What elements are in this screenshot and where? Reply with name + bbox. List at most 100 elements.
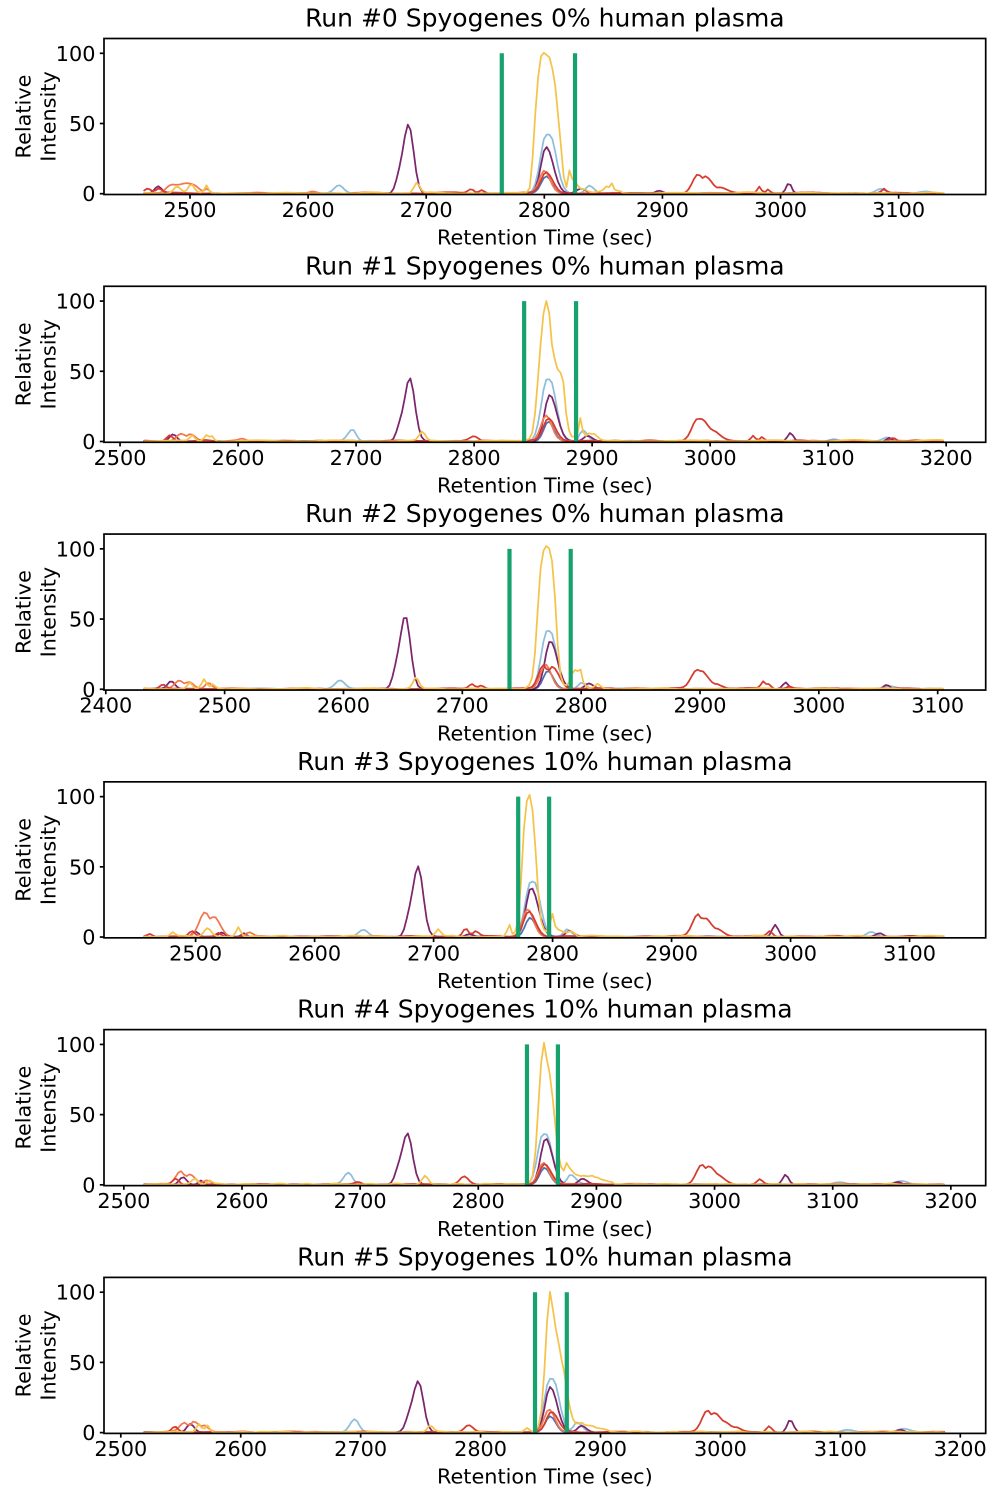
x-tick-label: 2700 (334, 1437, 387, 1461)
y-tick-label: 100 (56, 537, 96, 561)
axes-frame (103, 533, 987, 691)
axes-frame (103, 1276, 987, 1435)
series-line-lightblue (143, 629, 944, 691)
x-tick-label: 3000 (688, 1189, 741, 1213)
x-tick-label: 2800 (452, 1189, 505, 1213)
x-tick-label: 2900 (636, 198, 689, 222)
series-line-purple (143, 123, 945, 195)
x-tick-label: 2700 (334, 1189, 387, 1213)
subplot-title: Run #2 Spyogenes 0% human plasma (305, 499, 785, 528)
y-axis-label-line1: Relative (12, 1066, 36, 1150)
x-tick-label: 2900 (674, 694, 727, 718)
series-line-lightblue (143, 133, 945, 195)
x-tick-label: 2500 (97, 1189, 150, 1213)
series-line-red (143, 1409, 946, 1434)
y-tick-label: 0 (82, 1173, 95, 1197)
x-axis-label: Retention Time (sec) (437, 1465, 653, 1489)
series-line-orange (143, 1408, 946, 1434)
y-tick-label: 50 (69, 1351, 95, 1375)
x-tick-label: 2900 (566, 446, 619, 470)
subplot-title: Run #0 Spyogenes 0% human plasma (305, 4, 785, 33)
subplot-run-5: 2500 2600 2700 2800 2900 3000 3100 3200 0 50 100 Ru… (12, 1242, 987, 1488)
x-tick-label: 2700 (436, 694, 489, 718)
y-tick-label: 50 (69, 608, 95, 632)
x-tick-label: 2900 (570, 1189, 623, 1213)
series-line-gold (143, 545, 944, 691)
y-tick-label: 100 (56, 785, 96, 809)
y-axis-label-line2: Intensity (37, 319, 61, 410)
y-tick-label: 100 (56, 1033, 96, 1057)
x-axis-label: Retention Time (sec) (437, 721, 653, 745)
y-tick-label: 50 (69, 112, 95, 136)
x-axis-label: Retention Time (sec) (437, 473, 653, 497)
x-tick-label: 2800 (526, 941, 579, 965)
y-tick-label: 0 (82, 1421, 95, 1445)
subplot-run-0: 2500 2600 2700 2800 2900 3000 3100 0 50 100 Run #0… (12, 4, 987, 250)
x-tick-label: 2500 (94, 446, 147, 470)
y-tick-label: 100 (56, 1281, 96, 1305)
subplot-title: Run #5 Spyogenes 10% human plasma (297, 1242, 792, 1271)
y-tick-label: 50 (69, 855, 95, 879)
y-axis-label-line1: Relative (12, 75, 36, 159)
x-tick-label: 2800 (448, 446, 501, 470)
y-axis-label-line2: Intensity (37, 1062, 61, 1153)
y-tick-label: 50 (69, 360, 95, 384)
y-axis-label-line1: Relative (12, 322, 36, 406)
axes-frame (103, 285, 987, 444)
series-line-medblue (143, 1166, 945, 1186)
x-tick-label: 2800 (555, 694, 608, 718)
y-axis-label-line2: Intensity (37, 815, 61, 906)
series-line-gold (143, 1041, 945, 1186)
y-tick-label: 0 (82, 926, 95, 950)
series-line-gold (143, 793, 945, 938)
x-axis-label: Retention Time (sec) (437, 969, 653, 993)
series-line-red (143, 171, 945, 195)
x-tick-label: 2500 (94, 1437, 147, 1461)
x-tick-label: 3000 (764, 941, 817, 965)
y-tick-label: 0 (82, 182, 95, 206)
x-tick-label: 3200 (924, 1189, 977, 1213)
y-tick-label: 100 (56, 290, 96, 314)
x-tick-label: 3100 (814, 1437, 867, 1461)
y-tick-label: 100 (56, 42, 96, 66)
x-tick-label: 2600 (282, 198, 335, 222)
subplot-run-4: 2500 2600 2700 2800 2900 3000 3100 3200 0 50 100 Ru… (12, 995, 987, 1241)
x-tick-label: 2600 (317, 694, 370, 718)
y-tick-label: 0 (82, 678, 95, 702)
y-tick-label: 50 (69, 1103, 95, 1127)
x-tick-label: 2900 (645, 941, 698, 965)
x-tick-label: 2700 (400, 198, 453, 222)
subplot-title: Run #3 Spyogenes 10% human plasma (297, 747, 792, 776)
x-tick-label: 2600 (288, 941, 341, 965)
x-tick-label: 2600 (216, 1189, 269, 1213)
x-tick-label: 3100 (872, 198, 925, 222)
x-tick-label: 2500 (198, 694, 251, 718)
series-line-purple (143, 1132, 945, 1186)
series-line-medblue (143, 175, 945, 195)
series-line-gold (143, 1290, 946, 1434)
subplot-title: Run #4 Spyogenes 10% human plasma (297, 995, 792, 1024)
x-tick-label: 3000 (792, 694, 845, 718)
y-axis-label-line2: Intensity (37, 567, 61, 658)
x-tick-label: 3100 (802, 446, 855, 470)
y-axis-label-line1: Relative (12, 818, 36, 902)
y-axis-label-line2: Intensity (37, 71, 61, 162)
x-tick-label: 3200 (920, 446, 973, 470)
y-tick-label: 0 (82, 430, 95, 454)
x-tick-label: 3100 (911, 694, 964, 718)
y-axis-label-line1: Relative (12, 570, 36, 654)
x-tick-label: 3100 (883, 941, 936, 965)
subplot-run-1: 2500 2600 2700 2800 2900 3000 3100 3200 0 50 100 Ru… (12, 251, 987, 497)
x-tick-label: 3200 (934, 1437, 987, 1461)
x-tick-label: 2800 (454, 1437, 507, 1461)
x-tick-label: 2600 (212, 446, 265, 470)
x-tick-label: 3100 (806, 1189, 859, 1213)
series-line-gold (143, 300, 944, 443)
x-tick-label: 2900 (574, 1437, 627, 1461)
subplot-run-3: 2500 2600 2700 2800 2900 3000 3100 0 50 100 Run #3… (12, 747, 987, 993)
x-tick-label: 3000 (684, 446, 737, 470)
y-axis-label-line1: Relative (12, 1313, 36, 1397)
x-tick-label: 2600 (214, 1437, 267, 1461)
